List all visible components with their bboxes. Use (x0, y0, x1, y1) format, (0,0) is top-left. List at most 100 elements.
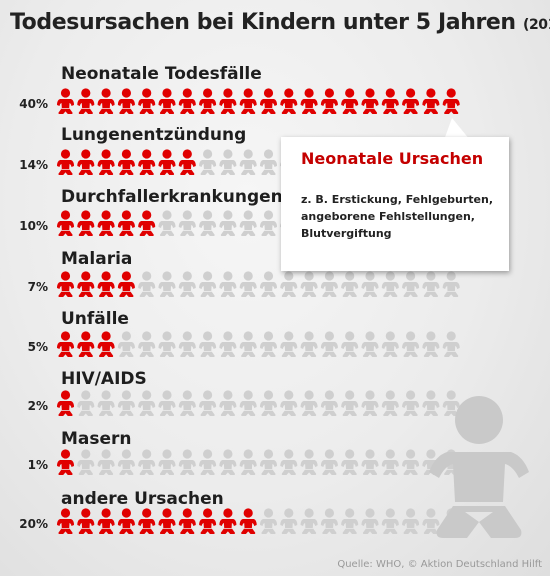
baby-icon-empty (178, 210, 196, 236)
baby-icon-empty (158, 271, 176, 297)
value-label: 1% (27, 458, 48, 472)
baby-icon-empty (199, 149, 217, 175)
baby-icon-filled (97, 271, 115, 297)
baby-icon-empty (422, 508, 440, 534)
baby-icon-empty (138, 271, 156, 297)
baby-icon-empty (361, 449, 379, 475)
baby-icon-empty (178, 390, 196, 416)
baby-icon-empty (138, 390, 156, 416)
value-label: 5% (27, 340, 48, 354)
baby-icon-filled (57, 508, 74, 534)
baby-icon-empty (300, 271, 318, 297)
baby-icon-filled (138, 508, 156, 534)
baby-icon-empty (260, 149, 277, 175)
baby-icon-empty (158, 390, 176, 416)
baby-icon-empty (320, 271, 338, 297)
baby-icon-empty (402, 449, 420, 475)
category-label: Durchfallerkrankungen (61, 187, 283, 207)
category-label: Masern (61, 429, 132, 449)
baby-icon-empty (199, 449, 217, 475)
baby-icon-filled (57, 331, 74, 357)
baby-icon-empty (320, 390, 338, 416)
baby-icon-empty (381, 390, 399, 416)
baby-icon-empty (219, 210, 237, 236)
category-label: andere Ursachen (61, 489, 224, 509)
baby-icon-empty (341, 331, 359, 357)
baby-icon-filled (341, 88, 359, 114)
value-label: 7% (27, 280, 48, 294)
baby-icon-empty (422, 271, 440, 297)
baby-icon-filled (320, 88, 338, 114)
baby-icon-empty (361, 390, 379, 416)
baby-icon-empty (239, 449, 257, 475)
baby-icon-filled (117, 149, 135, 175)
baby-icon-empty (300, 449, 318, 475)
baby-icon-empty (158, 331, 176, 357)
baby-icon-empty (280, 508, 298, 534)
baby-icon-filled (97, 508, 115, 534)
baby-icon-empty (219, 331, 237, 357)
baby-icon-empty (402, 331, 420, 357)
baby-icon-filled (117, 271, 135, 297)
baby-icon-empty (280, 331, 298, 357)
baby-icon-filled (239, 88, 257, 114)
baby-icon-empty (442, 271, 460, 297)
baby-icon-empty (158, 210, 176, 236)
baby-icon-empty (381, 449, 399, 475)
baby-icon-empty (117, 390, 135, 416)
baby-icon-empty (199, 331, 217, 357)
baby-icon-empty (178, 449, 196, 475)
baby-icon-empty (381, 271, 399, 297)
baby-icon-empty (97, 390, 115, 416)
baby-icon-empty (300, 508, 318, 534)
value-label: 40% (19, 97, 48, 111)
baby-icon-filled (422, 88, 440, 114)
baby-icon-empty (239, 390, 257, 416)
baby-icon-filled (178, 149, 196, 175)
baby-icon-empty (402, 508, 420, 534)
baby-icon-empty (442, 331, 460, 357)
baby-icon-empty (199, 210, 217, 236)
baby-icon-filled (219, 508, 237, 534)
baby-icon-empty (361, 508, 379, 534)
baby-icon-empty (320, 331, 338, 357)
baby-icon-filled (97, 210, 115, 236)
baby-icon-filled (117, 508, 135, 534)
baby-icon-empty (422, 331, 440, 357)
baby-icon-filled (199, 508, 217, 534)
category-label: Lungenentzündung (61, 125, 247, 145)
baby-icon-filled (402, 88, 420, 114)
baby-icon-empty (178, 271, 196, 297)
baby-icon-filled (57, 88, 74, 114)
value-label: 10% (19, 219, 48, 233)
callout-pointer (444, 118, 470, 140)
baby-icon-empty (219, 149, 237, 175)
baby-icon-empty (219, 390, 237, 416)
baby-icon-filled (138, 88, 156, 114)
baby-icon-empty (300, 331, 318, 357)
value-label: 20% (19, 517, 48, 531)
baby-icon-empty (260, 390, 277, 416)
baby-icon-empty (138, 331, 156, 357)
baby-icon-empty (199, 390, 217, 416)
baby-icon-empty (260, 331, 277, 357)
baby-icon-empty (138, 449, 156, 475)
baby-icon-filled (77, 149, 95, 175)
baby-icon-filled (158, 508, 176, 534)
large-baby-icon (429, 396, 529, 538)
source-note: Quelle: WHO, © Aktion Deutschland Hilft (337, 559, 542, 570)
baby-icon-filled (57, 390, 74, 416)
baby-icon-empty (117, 449, 135, 475)
baby-icon-empty (77, 449, 95, 475)
baby-icon-empty (341, 271, 359, 297)
baby-icon-empty (341, 390, 359, 416)
baby-icon-filled (97, 88, 115, 114)
category-label: Unfälle (61, 309, 129, 329)
baby-icon-empty (442, 390, 460, 416)
baby-icon-filled (77, 271, 95, 297)
baby-icon-filled (77, 331, 95, 357)
callout-text: z. B. Erstickung, Fehlgeburten, angebore… (301, 193, 494, 240)
value-label: 2% (27, 399, 48, 413)
baby-icon-empty (239, 210, 257, 236)
baby-icon-filled (57, 449, 74, 475)
